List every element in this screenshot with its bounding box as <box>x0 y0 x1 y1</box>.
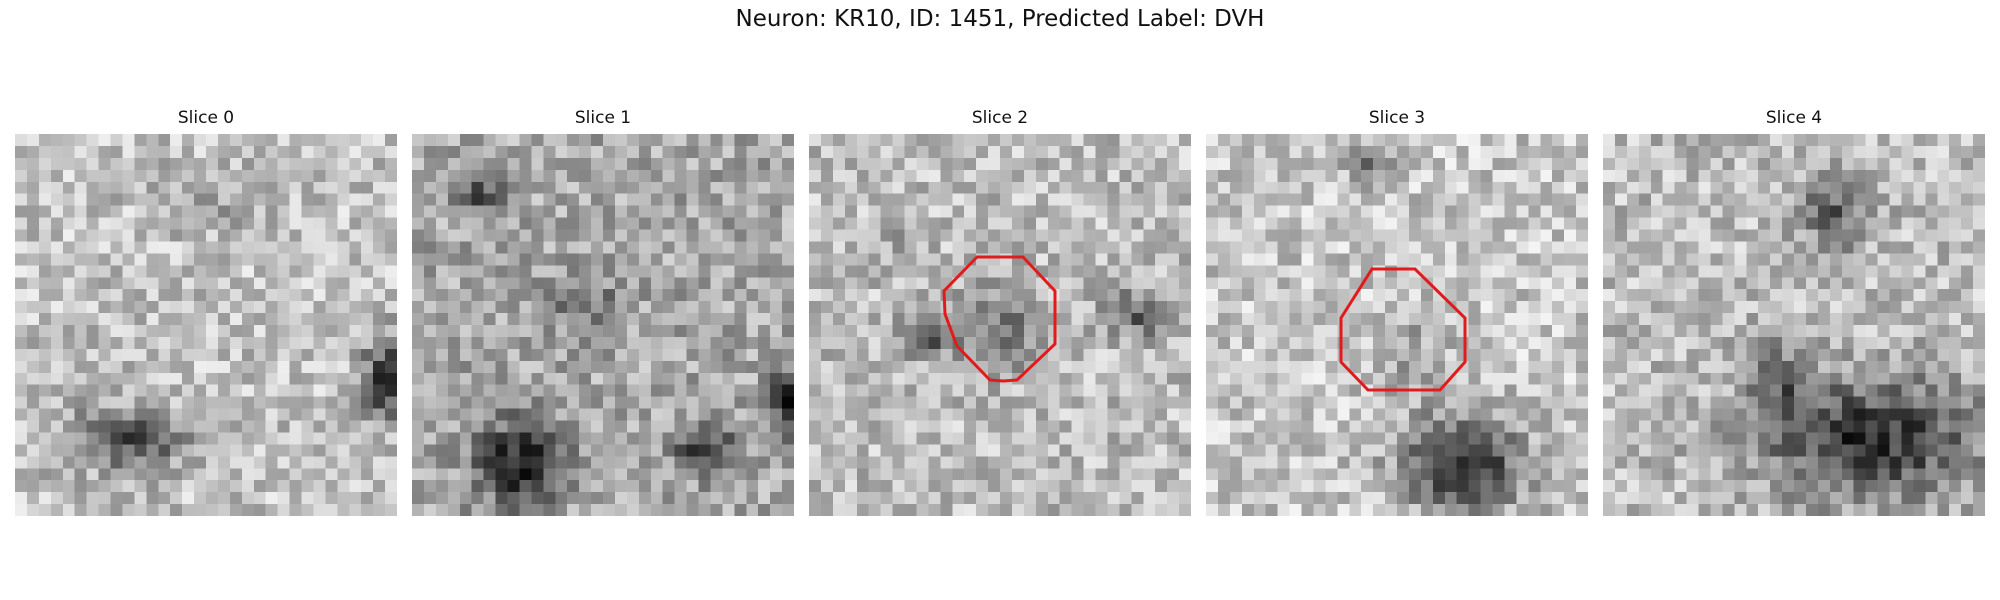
slice-2-title: Slice 2 <box>971 108 1029 128</box>
slice-1-title: Slice 1 <box>574 108 632 128</box>
slice-3-image <box>1206 134 1588 516</box>
slice-0-title: Slice 0 <box>177 108 235 128</box>
slice-3-pixels <box>1206 134 1588 516</box>
slice-1-pixels <box>412 134 794 516</box>
slice-4-title: Slice 4 <box>1765 108 1823 128</box>
slice-2-image <box>809 134 1191 516</box>
slice-1-image <box>412 134 794 516</box>
slice-4-pixels <box>1603 134 1985 516</box>
slice-0-pixels <box>15 134 397 516</box>
slice-0-image <box>15 134 397 516</box>
slice-3-roi-outline <box>1339 267 1467 392</box>
slice-3-roi-overlay <box>1339 267 1467 392</box>
figure-title: Neuron: KR10, ID: 1451, Predicted Label:… <box>735 6 1265 32</box>
slice-3-title: Slice 3 <box>1368 108 1426 128</box>
slice-2-roi-overlay <box>942 255 1057 383</box>
slice-2-roi-outline <box>942 255 1057 383</box>
slice-2-pixels <box>809 134 1191 516</box>
slice-4-image <box>1603 134 1985 516</box>
